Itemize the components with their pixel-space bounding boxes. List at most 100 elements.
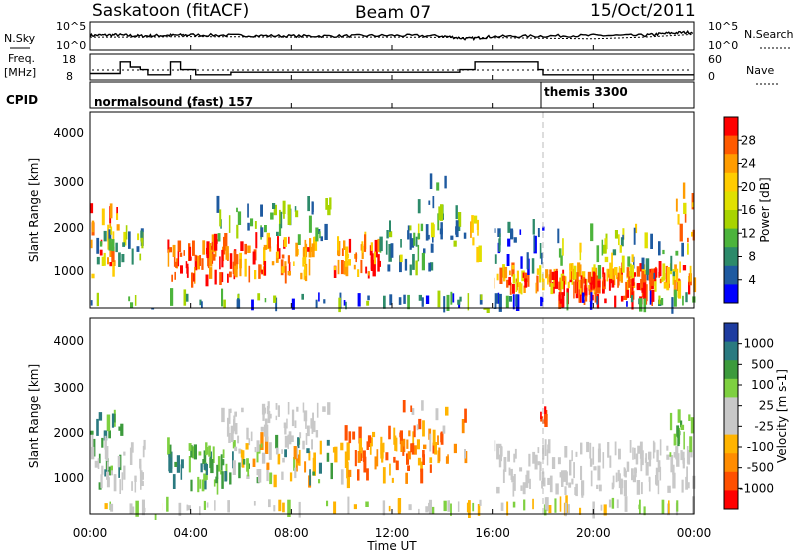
velocity-y-tick-1000: 1000 — [53, 471, 84, 485]
velocity-cell — [221, 407, 225, 423]
noise-left-tick-bottom: 10^0 — [56, 39, 86, 52]
colorbar-segment — [724, 172, 738, 192]
power-cell — [633, 227, 636, 245]
velocity-cell — [250, 431, 253, 442]
power-cell — [311, 201, 314, 215]
velocity-cell — [687, 482, 690, 489]
velocity-cell — [620, 479, 624, 489]
colorbar-segment — [724, 471, 738, 491]
freq-line — [90, 61, 694, 76]
velocity-cell — [253, 501, 256, 506]
power-cell — [101, 208, 105, 226]
velocity-cell — [539, 461, 542, 471]
velocity-cell — [643, 506, 646, 516]
velocity-cell — [309, 469, 311, 486]
velocity-cell — [330, 462, 333, 480]
power-cell — [643, 298, 647, 313]
power-cell — [96, 237, 100, 254]
velocity-cell — [418, 508, 420, 515]
power-cell — [527, 274, 530, 287]
power-cell — [141, 238, 144, 249]
power-cell — [237, 211, 242, 225]
power-cell — [595, 267, 598, 284]
velocity-cell — [638, 504, 641, 510]
power-cell — [99, 241, 103, 247]
velocity-cell — [428, 499, 432, 514]
power-cell — [320, 236, 323, 242]
velocity-cell — [123, 465, 126, 480]
velocity-cell — [103, 430, 108, 441]
power-cell — [219, 272, 222, 285]
velocity-cell — [268, 442, 272, 460]
power-cell — [263, 261, 267, 276]
power-cell — [421, 297, 424, 307]
power-cell — [452, 293, 455, 303]
power-cell — [90, 300, 93, 306]
colorbar-segment — [724, 228, 738, 248]
velocity-cell — [560, 470, 564, 483]
power-cell — [592, 294, 594, 301]
colorbar-tick-label: 100 — [751, 378, 774, 392]
power-cell — [116, 224, 120, 231]
power-cell — [511, 262, 515, 277]
velocity-cell — [289, 472, 293, 482]
power-cell — [308, 258, 311, 276]
power-cell — [417, 244, 420, 262]
colorbar-tick-label: -500 — [747, 461, 774, 475]
power-cell — [628, 276, 631, 288]
power-cell — [313, 237, 316, 250]
power-cell — [562, 238, 564, 256]
velocity-cell — [500, 446, 503, 457]
velocity-cell — [203, 473, 207, 490]
power-cell — [577, 262, 581, 277]
power-cell — [343, 300, 346, 306]
power-cell — [649, 275, 652, 291]
freq-right-label: Nave — [746, 64, 774, 77]
colorbar-segment — [724, 360, 738, 380]
velocity-cell — [574, 487, 577, 495]
power-cell — [584, 296, 588, 302]
power-cell — [236, 299, 241, 309]
power-cell — [631, 274, 633, 285]
velocity-cell — [676, 425, 680, 437]
power-cell — [108, 238, 112, 251]
power-cell — [415, 260, 418, 276]
colorbar-frame — [723, 322, 739, 510]
velocity-cell — [514, 448, 517, 459]
velocity-cell — [447, 500, 450, 512]
velocity-cell — [680, 424, 685, 430]
velocity-cell — [367, 435, 372, 447]
velocity-cell — [287, 402, 290, 415]
power-cell — [220, 272, 224, 283]
power-cell — [107, 257, 109, 265]
power-cell — [651, 298, 653, 306]
power-cell — [287, 204, 291, 215]
velocity-cell — [408, 504, 412, 511]
power-cell — [344, 261, 347, 267]
velocity-cell — [692, 496, 695, 515]
velocity-cell — [313, 452, 316, 463]
power-cell — [463, 232, 467, 239]
power-y-tick-2000: 2000 — [53, 221, 84, 235]
velocity-cell — [609, 455, 612, 468]
velocity-y-label: Slant Range [km] — [27, 364, 41, 468]
velocity-cbar-label: Velocity [m s-1] — [775, 369, 789, 463]
power-cell — [417, 233, 421, 240]
velocity-cell — [332, 447, 336, 453]
power-cell — [471, 215, 474, 233]
velocity-cell — [672, 464, 675, 475]
velocity-cell — [612, 475, 615, 488]
colorbar-tick-label: 28 — [741, 133, 756, 147]
power-cell — [688, 280, 691, 295]
power-cell — [619, 245, 622, 253]
velocity-cell — [113, 413, 116, 423]
power-cell — [186, 266, 189, 278]
velocity-cell — [264, 436, 269, 454]
power-cell — [617, 277, 619, 288]
power-cell — [345, 301, 347, 310]
power-cell — [413, 232, 416, 246]
velocity-cell — [544, 497, 547, 510]
velocity-cell — [287, 499, 291, 517]
colorbar-segment — [724, 490, 738, 510]
velocity-cell — [205, 442, 208, 456]
